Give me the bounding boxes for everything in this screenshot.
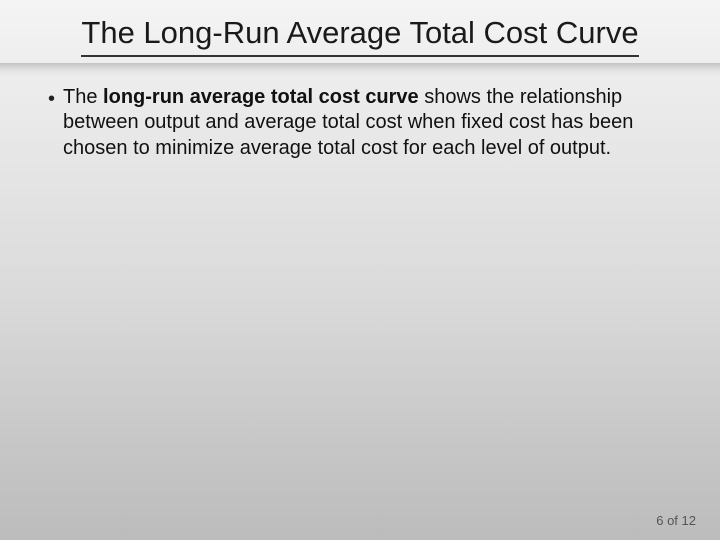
slide-title: The Long-Run Average Total Cost Curve [81,14,638,57]
page-number: 6 of 12 [656,513,696,528]
bullet-item: • The long-run average total cost curve … [48,85,672,162]
title-shadow [0,63,720,77]
title-container: The Long-Run Average Total Cost Curve [0,0,720,63]
bullet-glyph: • [48,86,55,112]
body-bold: long-run average total cost curve [103,86,419,108]
body-text: The long-run average total cost curve sh… [63,85,672,162]
body-prefix: The [63,86,103,108]
content-area: • The long-run average total cost curve … [0,77,720,162]
